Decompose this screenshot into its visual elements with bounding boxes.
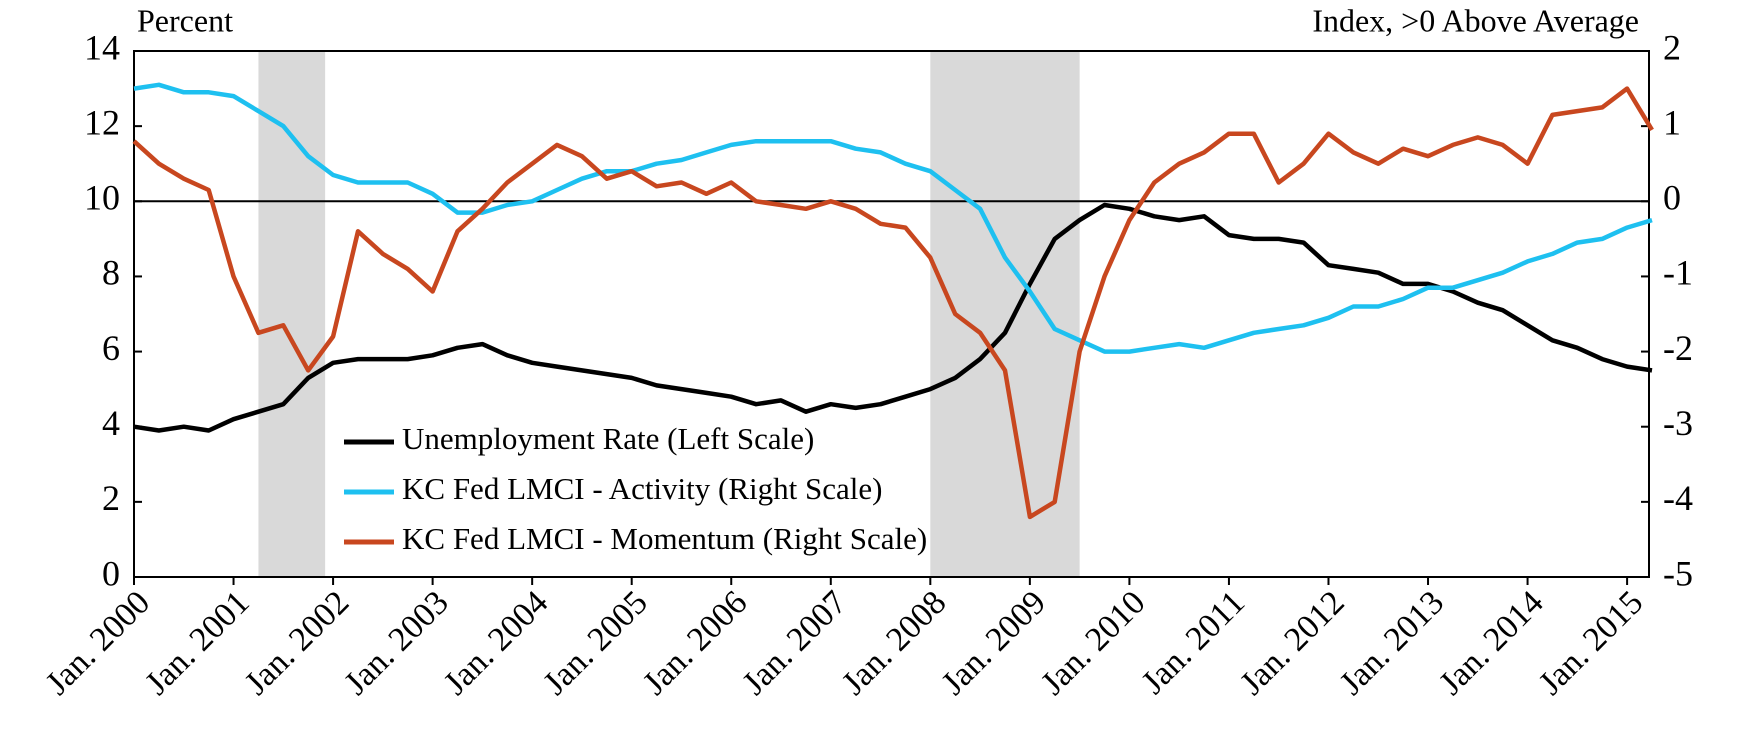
x-tick-label: Jan. 2011 <box>1135 584 1252 701</box>
x-tick-label: Jan. 2015 <box>1532 584 1650 702</box>
y-tick-label: 10 <box>84 178 120 218</box>
y-tick-label: 8 <box>102 253 120 293</box>
x-tick-label: Jan. 2006 <box>636 584 754 702</box>
y2-tick-label: 0 <box>1663 178 1681 218</box>
x-tick-label: Jan. 2005 <box>537 584 655 702</box>
y2-tick-label: -4 <box>1663 478 1693 518</box>
y2-tick-label: -1 <box>1663 253 1693 293</box>
x-tick-label: Jan. 2000 <box>39 584 157 702</box>
x-tick-label: Jan. 2007 <box>736 584 854 702</box>
series-line <box>132 86 1654 520</box>
y-axis-title: Percent <box>137 2 233 38</box>
y-tick-label: 2 <box>102 478 120 518</box>
y-tick-label: 14 <box>84 27 120 67</box>
x-tick-label: Jan. 2013 <box>1333 584 1451 702</box>
x-tick-label: Jan. 2001 <box>138 584 256 702</box>
y-tick-label: 12 <box>84 102 120 142</box>
y2-tick-label: -5 <box>1663 553 1693 593</box>
series-line <box>133 82 1653 354</box>
plot-frame <box>133 50 1650 578</box>
x-tick-label: Jan. 2012 <box>1233 584 1351 702</box>
legend-label: KC Fed LMCI - Momentum (Right Scale) <box>402 521 927 556</box>
legend-label: KC Fed LMCI - Activity (Right Scale) <box>402 471 882 506</box>
y-tick-label: 0 <box>102 553 120 593</box>
x-tick-label: Jan. 2014 <box>1432 584 1550 702</box>
x-tick-label: Jan. 2010 <box>1034 584 1152 702</box>
y2-axis-title: Index, >0 Above Average <box>1312 2 1639 38</box>
y2-tick-label: -2 <box>1663 328 1693 368</box>
y-tick-label: 4 <box>102 403 120 443</box>
y-tick-label: 6 <box>102 328 120 368</box>
legend-label: Unemployment Rate (Left Scale) <box>402 421 814 456</box>
recession-band <box>258 51 326 577</box>
x-tick-label: Jan. 2003 <box>337 584 455 702</box>
y2-tick-label: 1 <box>1663 102 1681 142</box>
x-tick-label: Jan. 2009 <box>935 584 1053 702</box>
y2-tick-label: -3 <box>1663 403 1693 443</box>
x-tick-label: Jan. 2004 <box>437 584 555 702</box>
y2-tick-label: 2 <box>1663 27 1681 67</box>
x-tick-label: Jan. 2008 <box>835 584 953 702</box>
x-tick-label: Jan. 2002 <box>238 584 356 702</box>
series-line <box>133 202 1653 433</box>
